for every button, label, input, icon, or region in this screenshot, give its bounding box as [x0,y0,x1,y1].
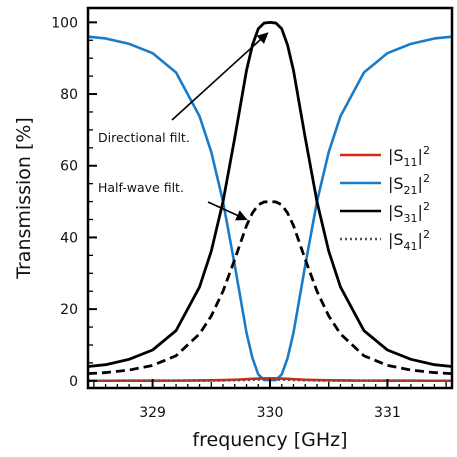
x-axis-title: frequency [GHz] [192,429,347,451]
annotation-arrow [171,32,269,121]
y-tick-label: 20 [60,302,78,318]
x-axis: 329 330 331 [93,379,447,421]
annotation-halfwave: Half-wave filt. [98,180,184,195]
legend-label: |S41|2 [388,228,430,253]
plot-frame [86,6,454,390]
y-tick-label: 40 [60,230,78,246]
legend-label: |S31|2 [388,200,430,225]
series-halfwave-line [88,200,452,376]
y-tick-label: 80 [60,87,78,103]
annotation-directional: Directional filt. [98,130,190,145]
legend-label: |S21|2 [388,172,430,197]
y-tick-label: 100 [51,15,78,31]
legend: |S11|2 |S21|2 |S31|2 |S41|2 [340,144,430,253]
annotations: Directional filt. Half-wave filt. [98,32,269,221]
y-tick-label: 0 [69,374,78,390]
x-tick-label: 329 [139,405,166,421]
legend-label: |S11|2 [388,144,430,169]
x-tick-label: 331 [374,405,401,421]
y-axis-title: Transmission [%] [13,117,35,280]
series-s31-line [88,20,452,368]
y-tick-label: 60 [60,159,78,175]
x-tick-label: 330 [257,405,284,421]
annotation-arrow [207,201,248,221]
y-axis: 0 20 40 60 80 100 [51,15,97,390]
series-s41-line [88,378,452,383]
